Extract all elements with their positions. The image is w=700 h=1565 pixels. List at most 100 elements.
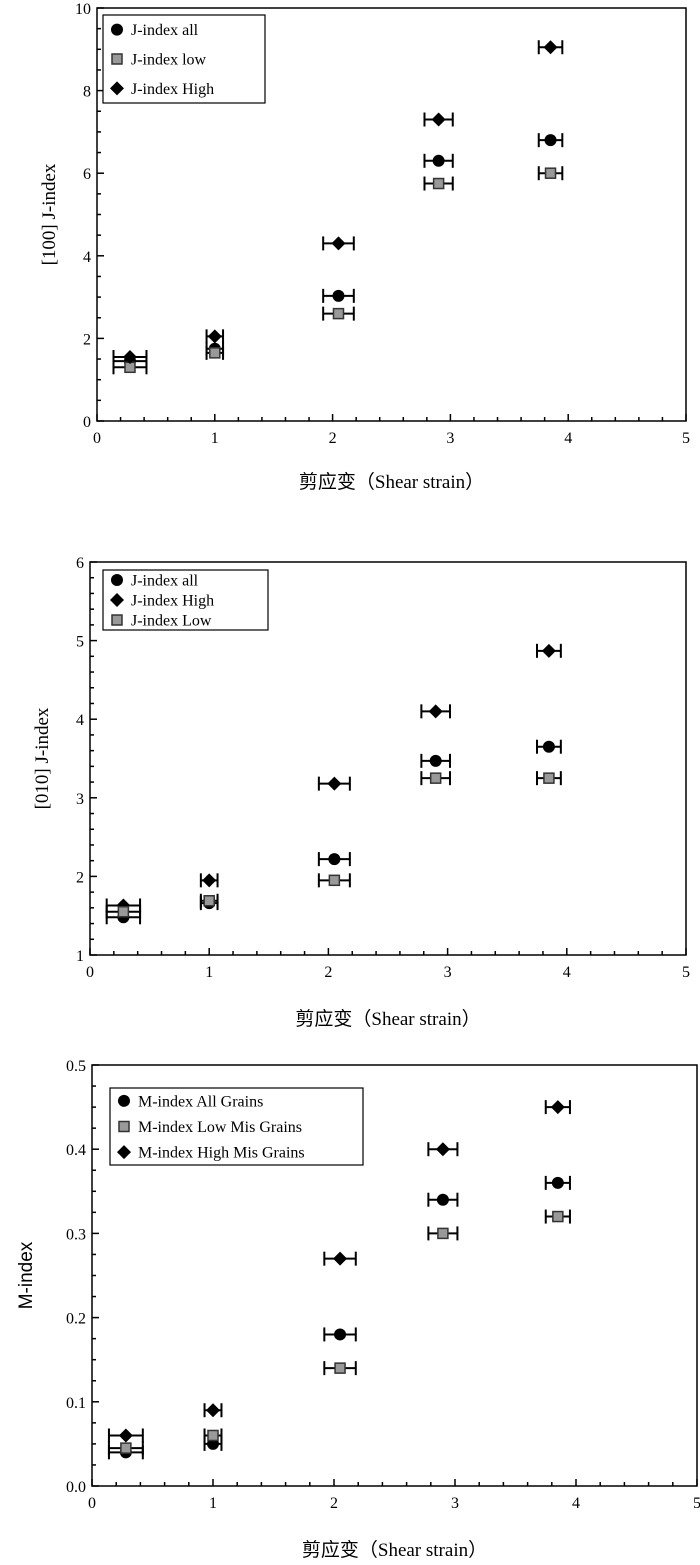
data-point — [122, 349, 137, 364]
legend-marker-circle — [111, 23, 123, 36]
x-tick-label: 1 — [211, 430, 219, 447]
data-point — [209, 347, 221, 359]
data-point — [428, 704, 443, 719]
y-tick-label: 0.3 — [66, 1226, 86, 1243]
legend-label: M-index Low Mis Grains — [138, 1119, 302, 1136]
legend-label: J-index low — [131, 52, 207, 69]
data-point — [328, 853, 341, 866]
y-axis-label: [100] J-index — [39, 163, 60, 265]
legend-label: J-index all — [131, 573, 199, 590]
y-tick-label: 0.1 — [66, 1395, 86, 1412]
x-tick-label: 2 — [329, 430, 337, 447]
data-point — [207, 329, 222, 344]
data-point — [544, 134, 557, 147]
legend-marker-square — [118, 1120, 130, 1133]
series-square — [105, 771, 562, 919]
legend-label: J-index Low — [131, 613, 212, 630]
data-point — [117, 906, 130, 918]
data-point — [542, 740, 555, 753]
y-tick-label: 3 — [76, 791, 84, 808]
data-point — [334, 1362, 346, 1374]
x-tick-label: 0 — [88, 1495, 96, 1512]
legend-label: M-index High Mis Grains — [138, 1145, 305, 1162]
x-tick-label: 2 — [324, 964, 332, 981]
data-point — [206, 1403, 220, 1418]
x-tick-label: 3 — [451, 1495, 459, 1512]
series-square — [112, 166, 564, 375]
data-point — [432, 177, 445, 190]
legend: J-index all J-index High J-index Low — [102, 569, 269, 631]
y-tick-label: 0.5 — [66, 1058, 86, 1075]
series-diamond — [105, 643, 562, 913]
data-point — [328, 874, 341, 887]
data-point — [429, 754, 442, 767]
data-point — [541, 643, 556, 658]
legend: J-index all J-index low J-index High — [102, 14, 266, 104]
data-point — [543, 40, 558, 55]
series-circle — [107, 1175, 571, 1460]
data-point — [120, 1442, 132, 1454]
y-tick-label: 10 — [75, 1, 91, 18]
x-tick-label: 1 — [209, 1495, 217, 1512]
y-tick-label: 0.0 — [66, 1479, 86, 1496]
legend-marker-diamond — [110, 81, 124, 96]
y-tick-label: 4 — [76, 712, 84, 729]
data-point — [432, 154, 445, 167]
series-square — [107, 1209, 571, 1456]
data-point — [202, 873, 217, 888]
y-tick-label: 2 — [83, 331, 91, 348]
data-point — [332, 307, 345, 320]
data-point — [550, 1100, 565, 1115]
x-tick-label: 1 — [205, 964, 213, 981]
data-point — [327, 776, 342, 791]
legend-box — [102, 14, 266, 104]
plot-frame — [89, 561, 687, 956]
legend-marker-square — [111, 614, 123, 626]
y-tick-label: 8 — [83, 84, 91, 101]
series-diamond — [107, 1100, 571, 1443]
legend: M-index All Grains M-index Low Mis Grains… — [109, 1087, 364, 1166]
y-tick-label: 0.2 — [66, 1311, 86, 1328]
y-tick-label: 5 — [76, 634, 84, 651]
data-point — [118, 1428, 133, 1443]
data-point — [552, 1210, 564, 1223]
x-tick-label: 3 — [446, 430, 454, 447]
legend-label: J-index all — [131, 22, 199, 39]
y-tick-label: 6 — [83, 166, 91, 183]
x-tick-label: 0 — [93, 430, 101, 447]
data-point — [429, 772, 442, 784]
data-point — [332, 289, 345, 302]
x-tick-label: 3 — [444, 964, 452, 981]
y-tick-label: 4 — [83, 249, 91, 266]
data-point — [333, 1251, 348, 1266]
y-tick-label: 1 — [76, 948, 84, 965]
legend-marker-diamond — [117, 1145, 131, 1160]
y-axis-label: [010] J-index — [32, 707, 53, 809]
x-tick-label: 2 — [330, 1495, 338, 1512]
y-tick-label: 0.4 — [66, 1142, 86, 1159]
x-tick-label: 4 — [564, 430, 572, 447]
series-circle — [105, 739, 562, 925]
x-axis-label: 剪应变（Shear strain） — [302, 1539, 487, 1561]
x-tick-label: 5 — [682, 964, 690, 981]
legend-box — [109, 1087, 364, 1166]
data-point — [544, 167, 557, 179]
y-tick-label: 2 — [76, 869, 84, 886]
chart-panel-1: 0 1 2 3 4 5 0 2 4 6 8 10 剪应变（Shear strain） [100] J-in… — [39, 1, 690, 493]
data-point — [431, 112, 446, 127]
data-point — [436, 1193, 449, 1206]
x-tick-label: 5 — [693, 1495, 700, 1512]
data-point — [437, 1227, 449, 1240]
x-tick-label: 4 — [572, 1495, 580, 1512]
legend-label: M-index All Grains — [138, 1093, 263, 1110]
data-point — [207, 1429, 219, 1442]
legend-marker-diamond — [110, 593, 124, 607]
x-tick-label: 5 — [682, 430, 690, 447]
x-axis-label: 剪应变（Shear strain） — [299, 471, 484, 493]
data-point — [551, 1176, 564, 1189]
data-point — [331, 236, 346, 251]
legend-label: J-index High — [131, 81, 214, 98]
legend-marker-square — [111, 53, 123, 65]
